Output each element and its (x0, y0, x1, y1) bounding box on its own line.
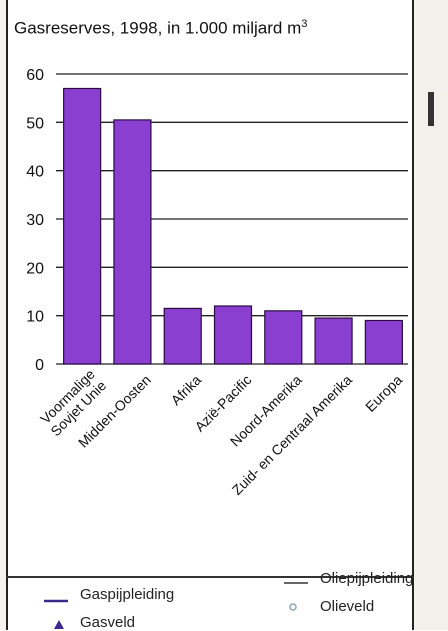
gas-pipeline-icon (44, 599, 68, 603)
category-label-6: Europa (362, 371, 405, 414)
y-tick-label-10: 10 (26, 309, 44, 326)
y-tick-label-20: 20 (26, 260, 44, 277)
adjacent-panel-mark (428, 92, 434, 126)
bar-1 (113, 119, 152, 365)
bar-4 (264, 310, 303, 365)
bar-6 (364, 319, 403, 365)
y-tick-label-0: 0 (35, 357, 44, 374)
bar-5 (314, 317, 353, 365)
bar-3 (213, 305, 253, 365)
adjacent-panel-edge (416, 0, 448, 630)
legend-gas-field: Gasveld (80, 614, 136, 631)
chart-title-text: Gasreserves, 1998, in 1.000 miljard m (14, 18, 302, 38)
gas-field-icon (54, 620, 64, 629)
oil-field-icon (289, 603, 297, 611)
y-tick-labels: 0 10 20 30 40 50 60 (26, 67, 44, 374)
bar-0 (63, 87, 102, 365)
chart-title: Gasreserves, 1998, in 1.000 miljard m3 (14, 18, 307, 39)
bar-layer (63, 87, 403, 365)
category-label-line: Afrika (168, 371, 205, 408)
y-tick-label-40: 40 (26, 164, 44, 181)
y-tick-label-60: 60 (26, 67, 44, 84)
chart-title-exponent: 3 (301, 18, 308, 30)
legend-gas-pipeline: Gaspijpleiding (80, 586, 175, 603)
oil-pipeline-icon (284, 582, 308, 584)
y-tick-label-50: 50 (26, 115, 44, 132)
bar-2 (163, 307, 202, 365)
category-label-2: Afrika (168, 371, 205, 408)
category-label-line: Europa (362, 371, 405, 414)
legend-oil-field: Olieveld (320, 598, 375, 615)
legend-oil-pipeline: Oliepijpleiding (320, 570, 414, 587)
legend-divider (6, 576, 414, 578)
y-tick-label-30: 30 (26, 212, 44, 229)
